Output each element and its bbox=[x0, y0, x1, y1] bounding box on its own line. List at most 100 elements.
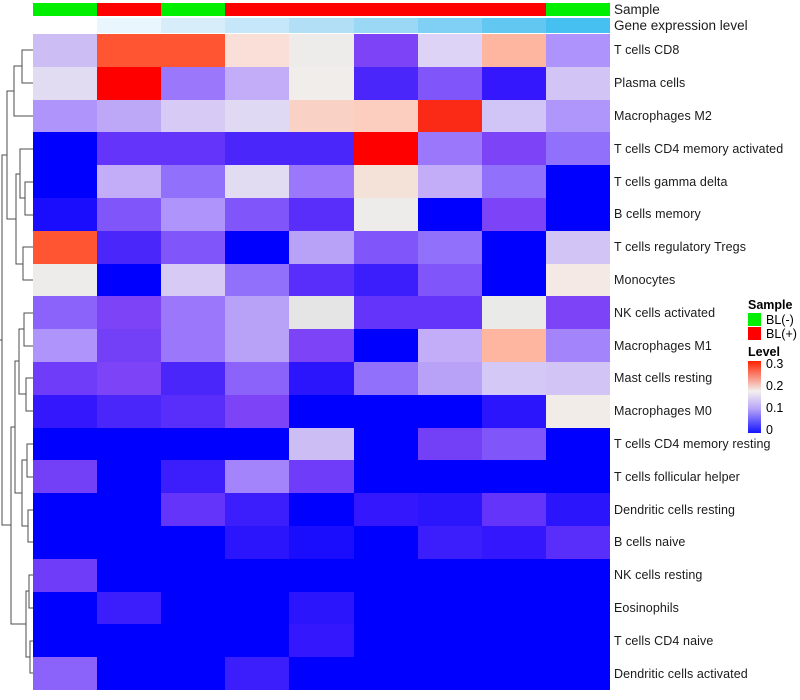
heatmap-cell bbox=[161, 132, 226, 166]
heatmap-cell bbox=[417, 34, 482, 67]
legend-key-label: BL(+) bbox=[766, 326, 797, 341]
heatmap-cell bbox=[353, 165, 418, 198]
legend-level-title: Level bbox=[748, 345, 780, 360]
heatmap-cell bbox=[161, 34, 226, 67]
heatmap-cell bbox=[97, 657, 162, 690]
heatmap-cell bbox=[225, 165, 290, 198]
heatmap-cell bbox=[353, 230, 418, 264]
heatmap-cell bbox=[289, 66, 354, 100]
legend-level-tick: 0.3 bbox=[766, 356, 784, 371]
heatmap-cell bbox=[481, 34, 546, 67]
heatmap-cell bbox=[33, 99, 98, 133]
row-label: T cells CD4 memory resting bbox=[614, 436, 771, 451]
legend-sample-title: Sample bbox=[748, 298, 793, 312]
heatmap-cell bbox=[545, 361, 610, 395]
gene-expression-annotation-cell bbox=[161, 18, 226, 33]
heatmap-cell bbox=[33, 263, 98, 297]
heatmap-row bbox=[33, 230, 610, 264]
row-dendrogram bbox=[0, 49, 33, 674]
heatmap-cell bbox=[161, 427, 226, 461]
heatmap-row bbox=[33, 361, 610, 395]
row-label: Macrophages M0 bbox=[614, 404, 712, 419]
heatmap-cell bbox=[545, 66, 610, 100]
heatmap-cell bbox=[417, 427, 482, 461]
row-label: T cells regulatory Tregs bbox=[614, 240, 747, 255]
heatmap-cell bbox=[481, 493, 546, 526]
heatmap-cell bbox=[545, 427, 610, 461]
heatmap-row bbox=[33, 427, 610, 461]
heatmap-cell bbox=[225, 197, 290, 231]
heatmap-cell bbox=[417, 230, 482, 264]
heatmap-cell bbox=[97, 197, 162, 231]
heatmap-cell bbox=[481, 197, 546, 231]
heatmap-cell bbox=[33, 427, 98, 461]
heatmap-cell bbox=[417, 132, 482, 166]
heatmap-cell bbox=[97, 263, 162, 297]
heatmap-cell bbox=[97, 230, 162, 264]
heatmap-cell bbox=[97, 427, 162, 461]
heatmap-cell bbox=[33, 558, 98, 592]
heatmap-cell bbox=[417, 165, 482, 198]
gene-expression-annotation-cell bbox=[97, 18, 162, 33]
heatmap-cell bbox=[33, 296, 98, 330]
heatmap-cell bbox=[545, 132, 610, 166]
heatmap-row bbox=[33, 525, 610, 559]
heatmap-row bbox=[33, 493, 610, 526]
heatmap-cell bbox=[225, 99, 290, 133]
heatmap-cell bbox=[481, 263, 546, 297]
heatmap-cell bbox=[545, 525, 610, 559]
row-label: Macrophages M2 bbox=[614, 108, 712, 123]
heatmap-cell bbox=[161, 263, 226, 297]
heatmap-cell bbox=[289, 165, 354, 198]
legend-level-tick: 0 bbox=[766, 422, 773, 437]
heatmap-cell bbox=[481, 296, 546, 330]
heatmap-cell bbox=[289, 197, 354, 231]
heatmap-cell bbox=[353, 591, 418, 625]
heatmap-cell bbox=[289, 296, 354, 330]
heatmap-cell bbox=[161, 460, 226, 494]
heatmap-cell bbox=[161, 624, 226, 658]
row-label-list: T cells CD8 Plasma cells Macrophages M2 T c… bbox=[614, 34, 800, 690]
heatmap-cell bbox=[161, 99, 226, 133]
legend-sample-key: BL(+) bbox=[748, 326, 800, 341]
heatmap-cell bbox=[545, 34, 610, 67]
heatmap-cell bbox=[225, 361, 290, 395]
heatmap-cell bbox=[481, 460, 546, 494]
heatmap-cell bbox=[225, 329, 290, 362]
heatmap-cell bbox=[417, 558, 482, 592]
heatmap-cell bbox=[225, 624, 290, 658]
heatmap-row bbox=[33, 99, 610, 133]
heatmap-cell bbox=[97, 591, 162, 625]
heatmap-cell bbox=[353, 296, 418, 330]
heatmap-cell bbox=[353, 493, 418, 526]
heatmap-row bbox=[33, 558, 610, 592]
heatmap-cell bbox=[97, 525, 162, 559]
heatmap-cell bbox=[225, 230, 290, 264]
heatmap-cell bbox=[33, 525, 98, 559]
heatmap-cell bbox=[481, 558, 546, 592]
heatmap-cell bbox=[481, 66, 546, 100]
heatmap-cell bbox=[417, 394, 482, 428]
heatmap-cell bbox=[97, 493, 162, 526]
heatmap-cell bbox=[33, 34, 98, 67]
sample-annotation-cell bbox=[225, 3, 290, 16]
row-label: Dendritic cells resting bbox=[614, 502, 736, 517]
heatmap-cell bbox=[481, 525, 546, 559]
heatmap-cell bbox=[545, 165, 610, 198]
heatmap-row bbox=[33, 34, 610, 67]
heatmap-row bbox=[33, 394, 610, 428]
heatmap-cell bbox=[225, 558, 290, 592]
heatmap-row bbox=[33, 591, 610, 625]
heatmap-cell bbox=[353, 558, 418, 592]
sample-annotation-cell bbox=[481, 3, 546, 16]
heatmap-cell bbox=[417, 624, 482, 658]
heatmap-cell bbox=[481, 132, 546, 166]
heatmap-cell bbox=[353, 263, 418, 297]
row-label: Monocytes bbox=[614, 272, 676, 287]
heatmap-cell bbox=[353, 34, 418, 67]
row-label: T cells CD4 naive bbox=[614, 633, 714, 648]
heatmap-cell bbox=[289, 132, 354, 166]
heatmap-cell bbox=[225, 591, 290, 625]
heatmap-cell bbox=[481, 591, 546, 625]
